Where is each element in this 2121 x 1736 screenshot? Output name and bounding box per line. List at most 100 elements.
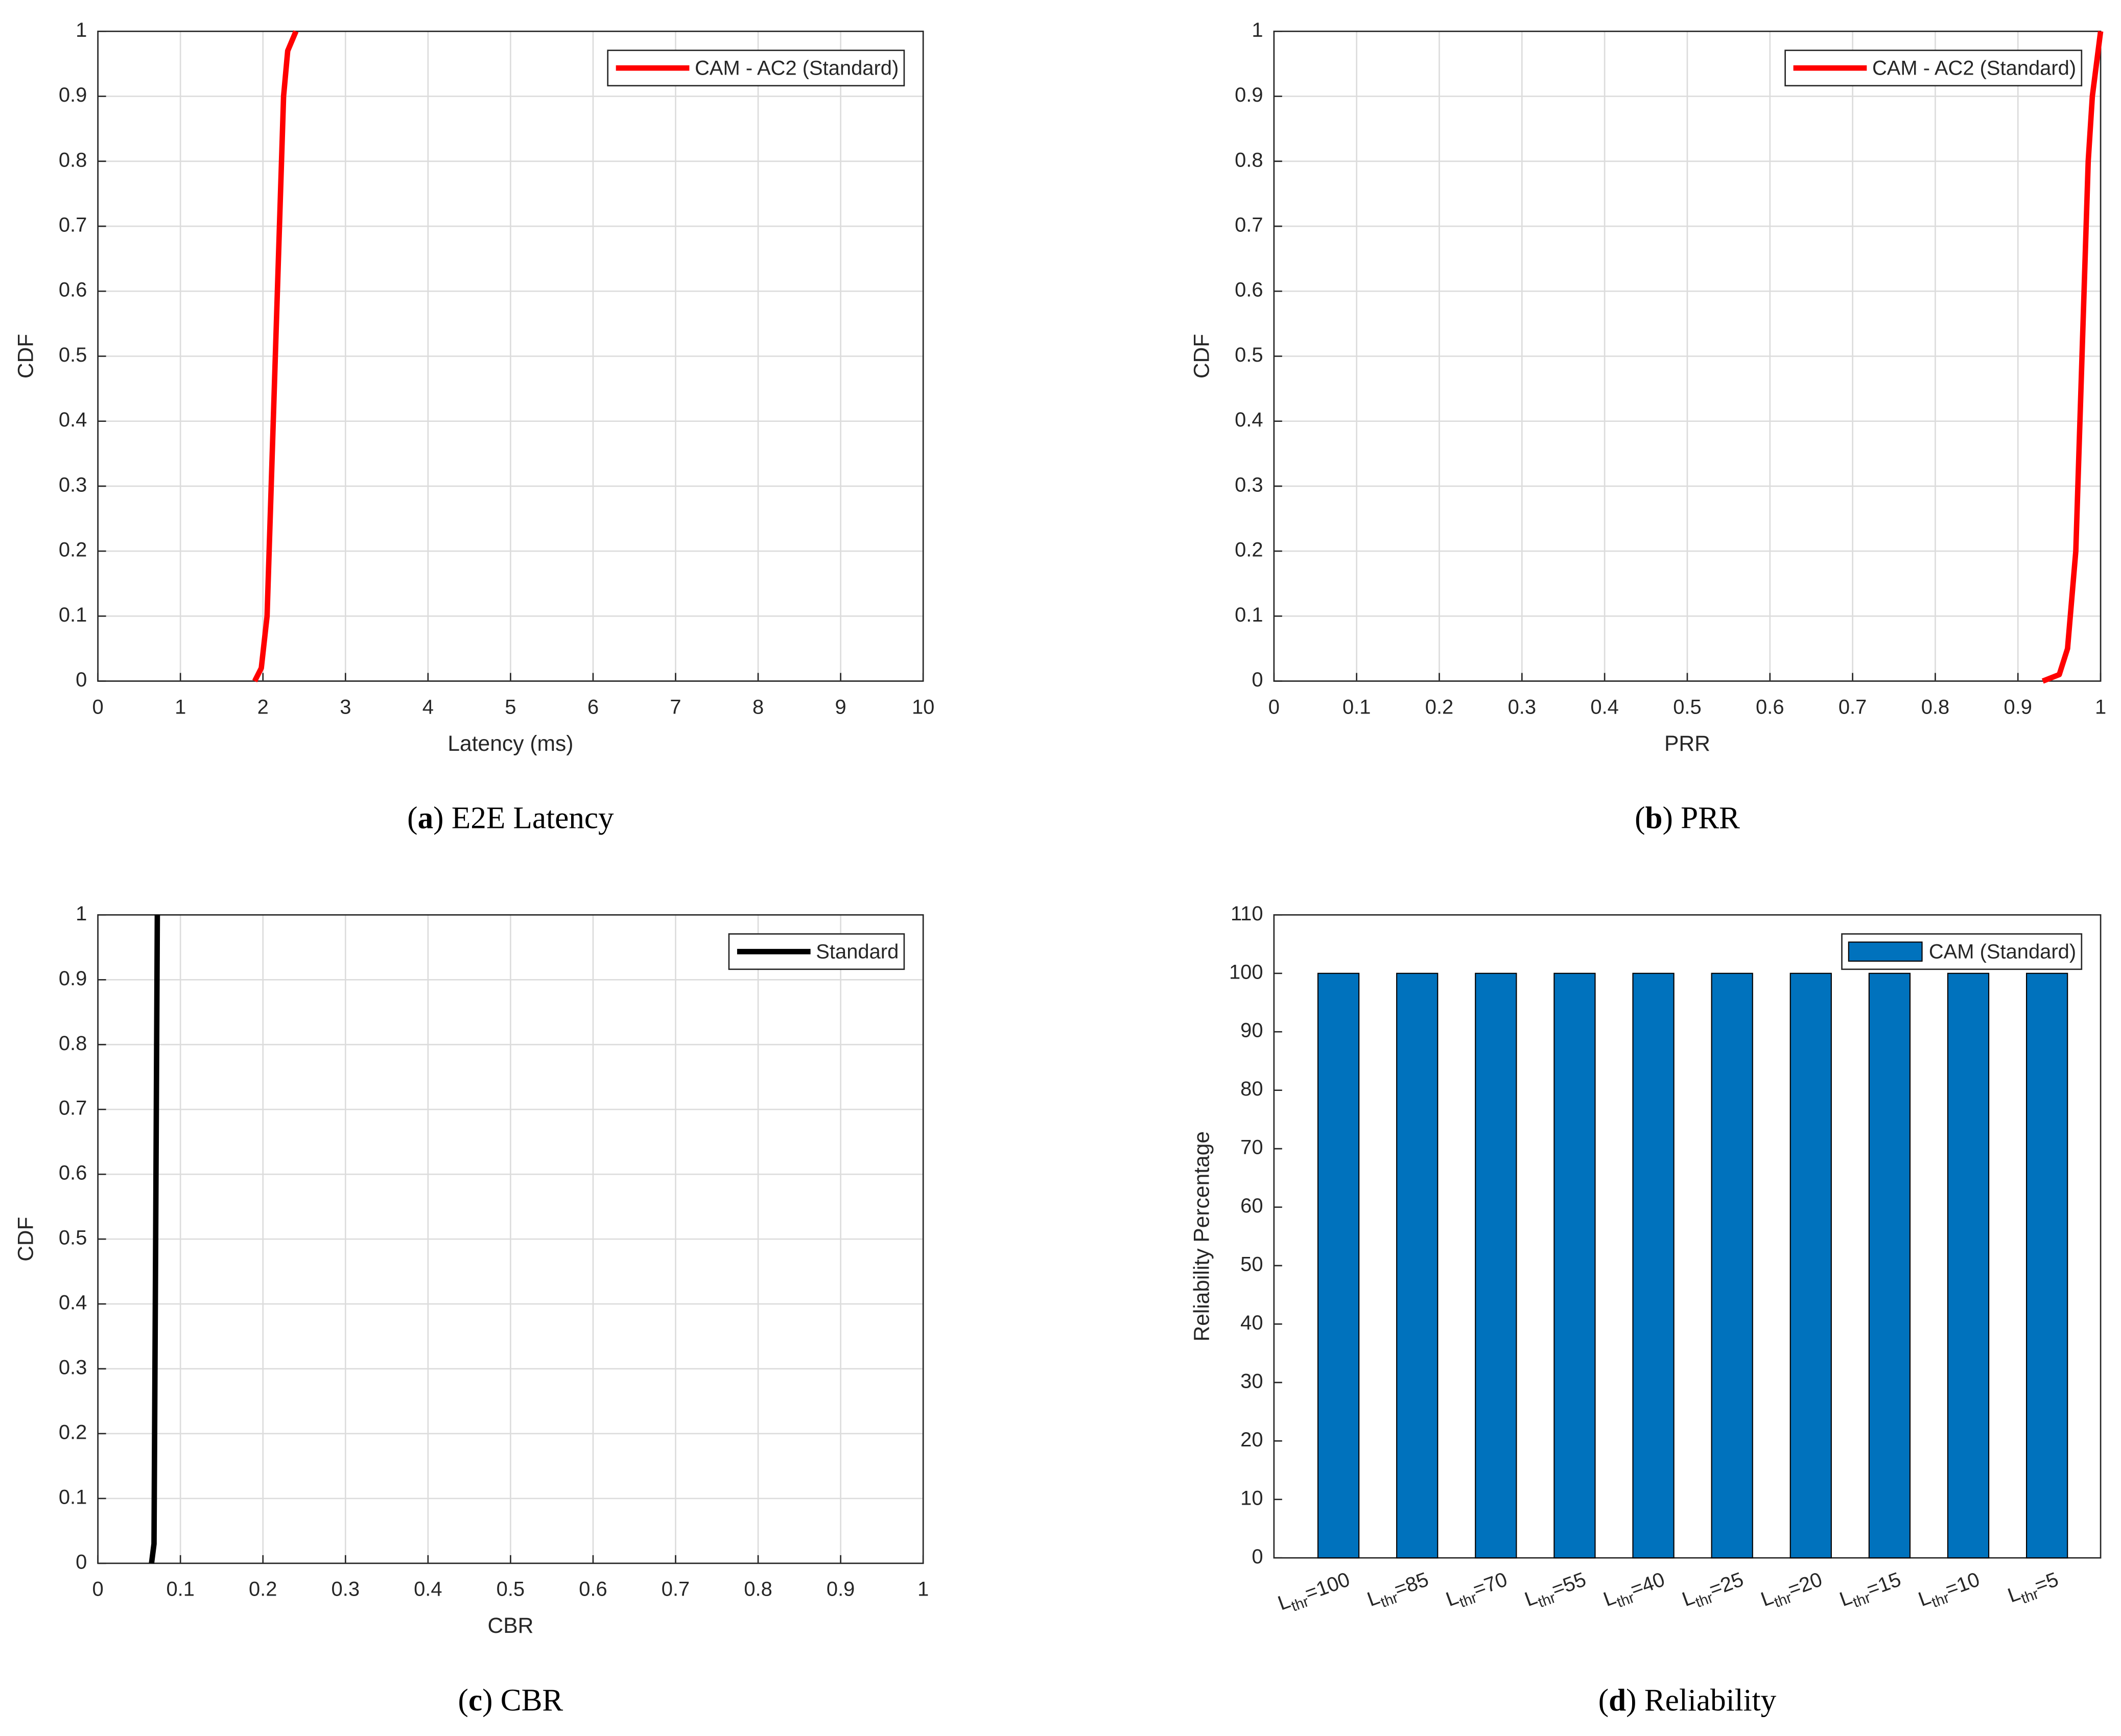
- label-rest: =100: [1302, 1568, 1353, 1605]
- x-tick-label: Lthr=70: [1443, 1568, 1512, 1615]
- label-rest: =10: [1942, 1568, 1983, 1601]
- x-tick-label: 7: [670, 696, 681, 718]
- y-tick-label: 0.2: [59, 539, 87, 561]
- caption: (b) PRR: [1635, 801, 1740, 836]
- x-tick-label: 0.4: [1590, 696, 1618, 718]
- caption-part: (: [1598, 1683, 1609, 1718]
- label-rest: =70: [1470, 1568, 1511, 1601]
- bar: [1396, 972, 1439, 1559]
- bar: [2026, 972, 2068, 1559]
- y-tick-label: 80: [1240, 1078, 1263, 1100]
- y-tick-label: 0.8: [59, 1032, 87, 1055]
- y-tick-label: 0.9: [59, 84, 87, 106]
- y-tick-label: 0.6: [1235, 279, 1263, 301]
- y-tick-label: 0.2: [1235, 539, 1263, 561]
- y-axis-label: CDF: [1190, 334, 1214, 379]
- y-tick-label: 0: [76, 1551, 87, 1573]
- y-tick-label: 10: [1240, 1487, 1263, 1509]
- x-tick-label: 10: [912, 696, 934, 718]
- x-tick-label: 0.5: [497, 1578, 525, 1601]
- cdf-line: [252, 30, 299, 682]
- caption-part: c: [468, 1683, 482, 1718]
- x-axis-label: PRR: [1664, 731, 1710, 756]
- x-tick-label: 0.2: [1425, 696, 1453, 718]
- bar: [1475, 972, 1517, 1559]
- x-tick-label: 1: [2095, 696, 2106, 718]
- legend-swatch: [1848, 941, 1923, 962]
- y-axis-label: Reliability Percentage: [1190, 1131, 1214, 1342]
- label-rest: =25: [1706, 1568, 1747, 1601]
- plot-frame: [1273, 30, 2102, 682]
- y-tick-label: 30: [1240, 1370, 1263, 1392]
- x-tick-label: Lthr=100: [1275, 1568, 1354, 1619]
- x-tick-label: Lthr=25: [1679, 1568, 1748, 1615]
- y-tick-label: 0.4: [59, 409, 87, 431]
- x-tick-label: 2: [257, 696, 269, 718]
- x-tick-label: 0.9: [827, 1578, 855, 1601]
- y-tick-label: 0.3: [59, 1357, 87, 1379]
- y-tick-label: 0.1: [59, 1486, 87, 1508]
- x-tick-label: 0.7: [662, 1578, 690, 1601]
- y-tick-label: 0.6: [59, 279, 87, 301]
- x-axis-label: CBR: [487, 1613, 533, 1638]
- y-tick-label: 60: [1240, 1195, 1263, 1217]
- y-tick-label: 0.6: [59, 1162, 87, 1184]
- x-tick-label: 0.8: [744, 1578, 772, 1601]
- caption-part: (: [1635, 801, 1645, 836]
- x-tick-label: 0: [1268, 696, 1280, 718]
- cdf-line: [2041, 31, 2104, 684]
- legend-label: CAM - AC2 (Standard): [695, 57, 899, 79]
- y-tick-label: 0: [1252, 669, 1263, 691]
- y-axis-label: CDF: [13, 334, 38, 379]
- y-tick-label: 20: [1240, 1429, 1263, 1451]
- y-tick-label: 0.4: [59, 1292, 87, 1314]
- y-tick-label: 0.8: [59, 149, 87, 171]
- caption-part: ) PRR: [1663, 801, 1740, 836]
- label-rest: =85: [1392, 1568, 1432, 1601]
- x-tick-label: 0.6: [579, 1578, 607, 1601]
- caption: (c) CBR: [458, 1683, 563, 1718]
- x-tick-label: 6: [587, 696, 599, 718]
- y-tick-label: 40: [1240, 1312, 1263, 1334]
- x-tick-label: Lthr=20: [1758, 1568, 1827, 1615]
- x-tick-label: 9: [835, 696, 846, 718]
- bar: [1317, 972, 1360, 1559]
- x-tick-label: Lthr=55: [1522, 1568, 1591, 1615]
- caption-part: (: [458, 1683, 468, 1718]
- y-tick-label: 50: [1240, 1253, 1263, 1276]
- x-tick-label: 0.9: [2004, 696, 2032, 718]
- x-tick-label: 0.1: [166, 1578, 194, 1601]
- plot-frame: [97, 914, 924, 1564]
- y-tick-label: 0.8: [1235, 149, 1263, 171]
- bar: [1789, 972, 1832, 1559]
- y-tick-label: 0: [1252, 1545, 1263, 1568]
- x-axis-label: Latency (ms): [447, 731, 573, 756]
- caption-part: (: [407, 801, 417, 836]
- y-tick-label: 1: [76, 902, 87, 925]
- x-tick-label: 0.3: [1508, 696, 1536, 718]
- y-tick-label: 0.3: [59, 473, 87, 496]
- bar: [1632, 972, 1675, 1559]
- caption-part: a: [418, 801, 434, 836]
- bar: [1553, 972, 1596, 1559]
- y-tick-label: 0.3: [1235, 473, 1263, 496]
- x-tick-label: 0.2: [249, 1578, 277, 1601]
- y-tick-label: 110: [1231, 902, 1263, 925]
- y-tick-label: 0.1: [1235, 604, 1263, 626]
- x-tick-label: 0.4: [414, 1578, 442, 1601]
- x-tick-label: Lthr=10: [1915, 1568, 1984, 1615]
- x-tick-label: 0.5: [1673, 696, 1701, 718]
- x-tick-label: 1: [917, 1578, 929, 1601]
- y-tick-label: 0.7: [59, 1097, 87, 1120]
- legend: Standard: [728, 933, 905, 970]
- y-tick-label: 90: [1240, 1019, 1263, 1042]
- label-rest: =15: [1864, 1568, 1904, 1601]
- legend: CAM (Standard): [1841, 933, 2083, 970]
- x-tick-label: 0: [92, 696, 104, 718]
- caption-part: ) CBR: [482, 1683, 563, 1718]
- caption-part: d: [1609, 1683, 1626, 1718]
- y-tick-label: 0.2: [59, 1421, 87, 1444]
- y-tick-label: 0.7: [1235, 214, 1263, 236]
- plot-frame: [97, 30, 924, 682]
